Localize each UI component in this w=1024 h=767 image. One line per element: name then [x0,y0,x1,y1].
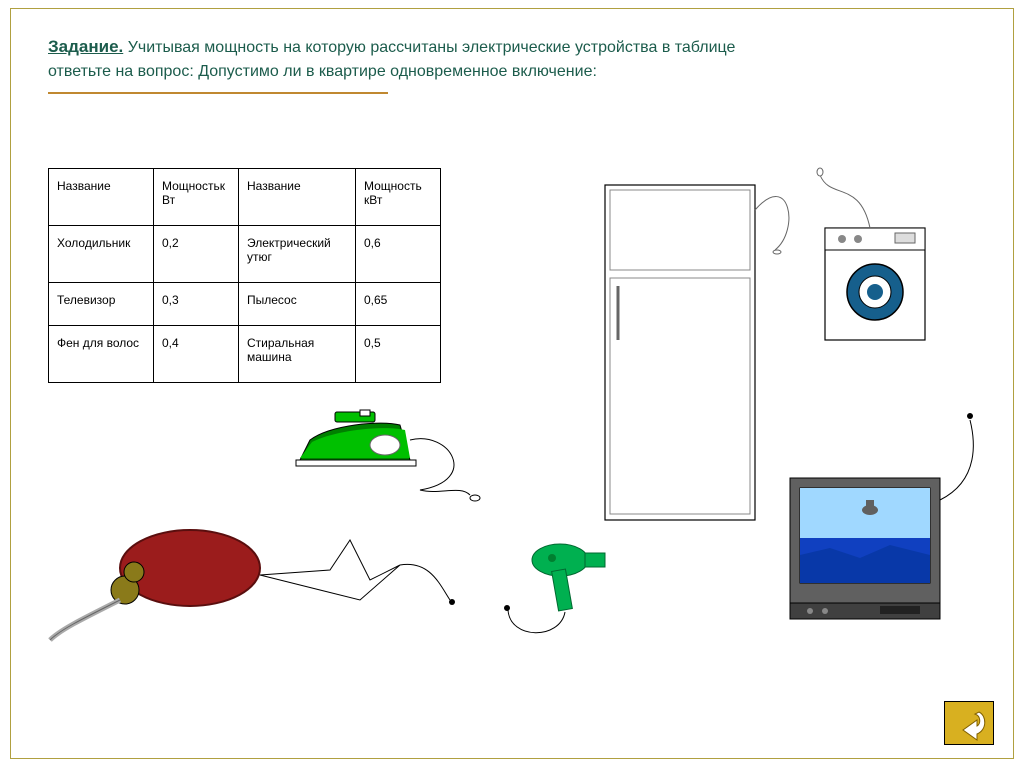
washer-icon [817,168,925,340]
return-button[interactable] [944,701,994,745]
tv-icon [790,413,973,619]
iron-icon [296,410,480,501]
illustration-area [0,0,1024,767]
cord-icon [755,197,789,250]
vacuum-icon [50,530,455,640]
refrigerator-icon [605,185,755,520]
hairdryer-icon [504,544,605,633]
cord-icon [820,175,870,228]
return-icon [945,702,993,744]
